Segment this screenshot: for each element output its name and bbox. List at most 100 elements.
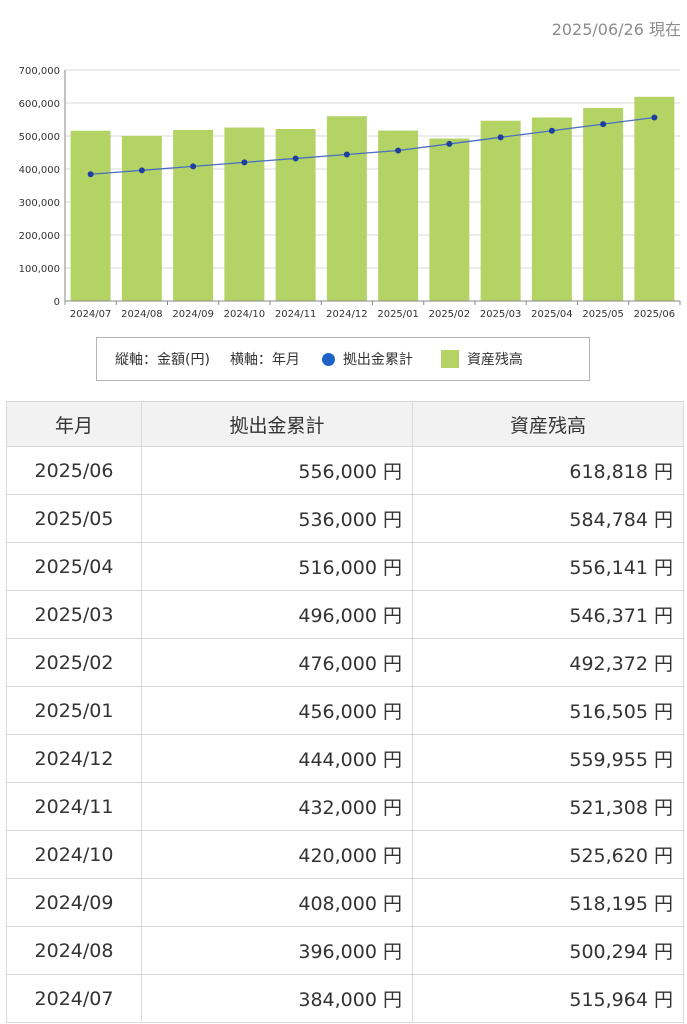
balance-bar	[173, 129, 214, 301]
contribution-point	[292, 155, 299, 162]
x-tick-label: 2024/09	[172, 309, 214, 320]
balance-chart: 0 100,000 200,000 300,000 400,000 500,000 600,…	[19, 66, 681, 320]
legend-vertical-axis: 縦軸：金額(円)	[115, 352, 210, 368]
cell-month: 2024/10	[6, 830, 142, 879]
contribution-point	[241, 159, 248, 166]
balance-bar	[378, 130, 419, 301]
cell-month: 2024/12	[6, 734, 142, 783]
cell-contrib: 396,000 円	[141, 926, 413, 975]
cell-contrib: 556,000 円	[141, 446, 413, 495]
balance-bar	[531, 117, 572, 301]
legend-balance-swatch	[440, 350, 459, 368]
cell-month: 2024/08	[6, 926, 142, 975]
cell-balance: 618,818 円	[412, 446, 684, 495]
contribution-point	[497, 134, 504, 141]
cell-balance: 559,955 円	[412, 734, 684, 783]
header-contrib: 拠出金累計	[141, 401, 413, 447]
cell-balance: 500,294 円	[412, 926, 684, 975]
header-month: 年月	[6, 401, 142, 447]
cell-balance: 516,505 円	[412, 686, 684, 735]
y-tick-label: 700,000	[19, 66, 60, 77]
balance-bar	[429, 138, 470, 301]
x-tick-label: 2024/12	[326, 309, 368, 320]
cell-balance: 525,620 円	[412, 830, 684, 879]
header-balance: 資産残高	[412, 401, 684, 447]
table-row: 2024/10 420,000 円 525,620 円	[6, 830, 684, 879]
x-tick-label: 2025/03	[480, 309, 522, 320]
balance-bar	[583, 108, 624, 302]
cell-balance: 518,195 円	[412, 878, 684, 927]
contribution-line	[87, 114, 658, 178]
cell-month: 2025/03	[6, 590, 142, 639]
cell-balance: 584,784 円	[412, 494, 684, 543]
contribution-point	[548, 127, 555, 134]
y-tick-label: 500,000	[19, 132, 60, 143]
contribution-point	[190, 163, 197, 170]
contribution-point	[138, 167, 145, 174]
x-tick-label: 2025/04	[531, 309, 573, 320]
table-row: 2025/04 516,000 円 556,141 円	[6, 542, 684, 591]
chart-axes	[64, 70, 681, 305]
cell-contrib: 432,000 円	[141, 782, 413, 831]
x-tick-label: 2025/06	[634, 309, 676, 320]
table-row: 2024/09 408,000 円 518,195 円	[6, 878, 684, 927]
table-header-row: 年月 拠出金累計 資産残高	[6, 401, 684, 447]
cell-month: 2025/06	[6, 446, 142, 495]
y-tick-label: 0	[54, 297, 60, 308]
balance-bars	[70, 96, 675, 302]
x-tick-label: 2025/01	[377, 309, 419, 320]
x-tick-label: 2025/02	[429, 309, 471, 320]
cell-contrib: 420,000 円	[141, 830, 413, 879]
y-tick-label: 300,000	[19, 198, 60, 209]
chart-grid	[65, 69, 680, 269]
as-of-date: 2025/06/26 現在	[551, 20, 681, 39]
cell-month: 2024/07	[6, 974, 142, 1023]
cell-contrib: 444,000 円	[141, 734, 413, 783]
cell-month: 2025/01	[6, 686, 142, 735]
cell-contrib: 536,000 円	[141, 494, 413, 543]
y-tick-labels: 0 100,000 200,000 300,000 400,000 500,000 600,…	[19, 66, 60, 308]
contribution-series-line	[90, 116, 655, 175]
cell-contrib: 496,000 円	[141, 590, 413, 639]
cell-balance: 492,372 円	[412, 638, 684, 687]
table-row: 2025/06 556,000 円 618,818 円	[6, 446, 684, 495]
x-tick-labels: 2024/07 2024/08 2024/09 2024/10 2024/11 2024/…	[70, 309, 675, 320]
table-row: 2024/07 384,000 円 515,964 円	[6, 974, 684, 1023]
table-row: 2025/01 456,000 円 516,505 円	[6, 686, 684, 735]
cell-contrib: 476,000 円	[141, 638, 413, 687]
cell-balance: 515,964 円	[412, 974, 684, 1023]
table-row: 2024/11 432,000 円 521,308 円	[6, 782, 684, 831]
cell-contrib: 408,000 円	[141, 878, 413, 927]
contribution-point	[343, 151, 350, 158]
y-tick-label: 200,000	[19, 231, 60, 242]
contribution-point	[446, 140, 453, 147]
contribution-point	[87, 171, 94, 178]
cell-contrib: 516,000 円	[141, 542, 413, 591]
cell-month: 2025/02	[6, 638, 142, 687]
y-tick-label: 400,000	[19, 165, 60, 176]
x-tick-label: 2024/10	[224, 309, 266, 320]
balance-bar	[326, 116, 367, 302]
history-table: 年月 拠出金累計 資産残高 2025/06 556,000 円 618,818 円 …	[6, 401, 684, 1023]
cell-month: 2024/11	[6, 782, 142, 831]
cell-month: 2025/04	[6, 542, 142, 591]
cell-month: 2024/09	[6, 878, 142, 927]
x-tick-label: 2025/05	[582, 309, 624, 320]
table-row: 2024/12 444,000 円 559,955 円	[6, 734, 684, 783]
cell-balance: 546,371 円	[412, 590, 684, 639]
cell-balance: 521,308 円	[412, 782, 684, 831]
table-row: 2024/08 396,000 円 500,294 円	[6, 926, 684, 975]
balance-bar	[70, 130, 111, 301]
table-row: 2025/02 476,000 円 492,372 円	[6, 638, 684, 687]
cell-contrib: 456,000 円	[141, 686, 413, 735]
balance-bar	[634, 96, 675, 301]
contribution-point	[395, 147, 402, 154]
x-tick-label: 2024/07	[70, 309, 112, 320]
balance-bar	[275, 128, 316, 301]
table-row: 2025/03 496,000 円 546,371 円	[6, 590, 684, 639]
balance-bar	[480, 120, 521, 301]
balance-bar	[121, 135, 162, 301]
contribution-point	[651, 114, 658, 121]
legend-balance-label: 資産残高	[466, 352, 523, 368]
x-tick-label: 2024/11	[275, 309, 317, 320]
